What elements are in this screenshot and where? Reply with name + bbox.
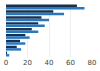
svg-text:20: 20 [23, 59, 32, 67]
svg-text:80: 80 [88, 59, 97, 67]
svg-text:60: 60 [66, 59, 75, 67]
svg-text:40: 40 [45, 59, 54, 67]
svg-text:0: 0 [4, 59, 8, 67]
